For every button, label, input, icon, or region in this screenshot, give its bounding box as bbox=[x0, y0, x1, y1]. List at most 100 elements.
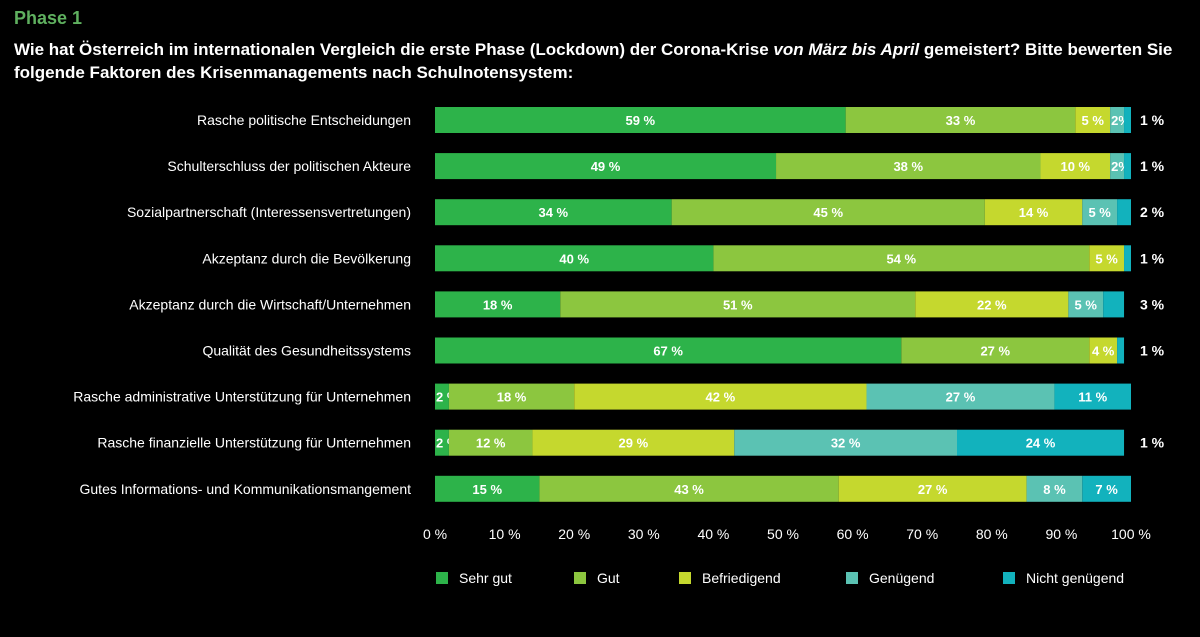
x-tick-label: 90 % bbox=[1045, 526, 1077, 542]
bar-segment bbox=[1110, 107, 1125, 133]
segment-value-label: 22 % bbox=[977, 297, 1007, 312]
segment-value-label: 18 % bbox=[483, 297, 513, 312]
bar-segment bbox=[1054, 383, 1131, 410]
legend-label: Nicht genügend bbox=[1026, 570, 1124, 586]
chart-title: Wie hat Österreich im internationalen Ve… bbox=[14, 38, 1184, 84]
bar-segment bbox=[574, 383, 867, 410]
bar-segment bbox=[901, 337, 1090, 364]
bar-segment bbox=[435, 383, 449, 410]
segment-value-label: 45 % bbox=[813, 205, 843, 220]
remainder-value-label: 1 % bbox=[1140, 112, 1165, 128]
title-italic-part: von März bis April bbox=[773, 40, 920, 59]
category-label: Rasche politische Entscheidungen bbox=[197, 112, 411, 128]
bar-segment bbox=[435, 245, 714, 272]
bar-segment bbox=[1124, 245, 1131, 272]
segment-value-label: 12 % bbox=[476, 436, 506, 451]
segment-value-label: 5 % bbox=[1095, 251, 1118, 266]
x-tick-label: 0 % bbox=[423, 526, 447, 542]
bar-segment bbox=[1110, 153, 1125, 180]
segment-value-label: 15 % bbox=[472, 482, 502, 497]
segment-value-label: 27 % bbox=[918, 482, 948, 497]
legend-label: Befriedigend bbox=[702, 570, 781, 586]
segment-value-label: 51 % bbox=[723, 297, 753, 312]
segment-value-label: 27 % bbox=[946, 390, 976, 405]
segment-value-label: 5 % bbox=[1082, 113, 1105, 128]
x-tick-label: 20 % bbox=[558, 526, 590, 542]
bar-segment bbox=[838, 475, 1027, 502]
bar-segment bbox=[435, 337, 902, 364]
segment-value-label: 27 % bbox=[980, 344, 1010, 359]
bar-segment bbox=[1082, 199, 1118, 226]
bar-segment bbox=[984, 199, 1083, 226]
bar-segment bbox=[1103, 291, 1125, 318]
segment-value-label: 24 % bbox=[1026, 436, 1056, 451]
bar-segment bbox=[734, 429, 957, 456]
category-label: Schulterschluss der politischen Akteure bbox=[167, 158, 411, 174]
segment-value-label: 14 % bbox=[1019, 205, 1049, 220]
x-tick-label: 10 % bbox=[489, 526, 521, 542]
bar-segment bbox=[435, 107, 846, 133]
segment-value-label: 42 % bbox=[706, 390, 736, 405]
segment-value-label: 38 % bbox=[893, 159, 923, 174]
bar-segment bbox=[1124, 153, 1131, 180]
title-part-1: Wie hat Österreich im internationalen Ve… bbox=[14, 40, 774, 59]
segment-value-label: 5 % bbox=[1075, 297, 1098, 312]
category-label: Rasche finanzielle Unterstützung für Unt… bbox=[97, 435, 411, 451]
segment-value-label: 54 % bbox=[886, 251, 916, 266]
bar-segment bbox=[1089, 245, 1125, 272]
x-tick-label: 50 % bbox=[767, 526, 799, 542]
segment-value-label: 34 % bbox=[538, 205, 568, 220]
bar-segment bbox=[713, 245, 1090, 272]
bar-segment bbox=[435, 429, 449, 456]
bar-segment bbox=[1089, 337, 1118, 364]
segment-value-label: 67 % bbox=[653, 344, 683, 359]
segment-value-label: 7 % bbox=[1095, 482, 1118, 497]
legend-label: Genügend bbox=[869, 570, 934, 586]
bar-segment bbox=[435, 199, 672, 226]
segment-value-label: 5 % bbox=[1088, 205, 1111, 220]
segment-value-label: 49 % bbox=[591, 159, 621, 174]
bar-segment bbox=[866, 383, 1055, 410]
category-label: Rasche administrative Unterstützung für … bbox=[73, 389, 411, 405]
legend-swatch bbox=[574, 572, 586, 584]
bar-segment bbox=[1082, 475, 1131, 502]
legend-swatch bbox=[679, 572, 691, 584]
segment-value-label: 18 % bbox=[497, 390, 527, 405]
legend-swatch bbox=[1003, 572, 1015, 584]
bar-segment bbox=[448, 429, 533, 456]
x-tick-label: 70 % bbox=[906, 526, 938, 542]
bar-segment bbox=[776, 153, 1041, 180]
bar-segment bbox=[1075, 107, 1111, 133]
x-tick-label: 100 % bbox=[1111, 526, 1151, 542]
segment-value-label: 40 % bbox=[559, 251, 589, 266]
segment-value-label: 11 % bbox=[1078, 390, 1107, 405]
bar-segment bbox=[435, 153, 777, 180]
segment-value-label: 10 % bbox=[1060, 159, 1090, 174]
segment-value-label: 59 % bbox=[625, 113, 655, 128]
bar-segment bbox=[1026, 475, 1083, 502]
x-tick-label: 30 % bbox=[628, 526, 660, 542]
x-tick-label: 60 % bbox=[837, 526, 869, 542]
bar-segment bbox=[435, 291, 561, 318]
category-label: Qualität des Gesundheitssystems bbox=[202, 343, 411, 359]
category-label: Akzeptanz durch die Wirtschaft/Unternehm… bbox=[129, 296, 411, 312]
legend-swatch bbox=[436, 572, 448, 584]
segment-value-label: 29 % bbox=[619, 436, 649, 451]
legend-label: Sehr gut bbox=[459, 570, 512, 586]
bar-segment bbox=[539, 475, 839, 502]
bar-segment bbox=[1117, 199, 1131, 226]
remainder-value-label: 1 % bbox=[1140, 343, 1165, 359]
segment-value-label: 32 % bbox=[831, 436, 861, 451]
legend-swatch bbox=[846, 572, 858, 584]
bar-segment bbox=[1068, 291, 1104, 318]
bar-segment bbox=[560, 291, 916, 318]
segment-value-label: 43 % bbox=[674, 482, 704, 497]
remainder-value-label: 1 % bbox=[1140, 435, 1165, 451]
phase-label: Phase 1 bbox=[14, 8, 83, 28]
x-tick-label: 80 % bbox=[976, 526, 1008, 542]
bar-segment bbox=[915, 291, 1069, 318]
segment-value-label: 4 % bbox=[1092, 344, 1115, 359]
segment-value-label: 33 % bbox=[946, 113, 976, 128]
bar-segment bbox=[671, 199, 985, 226]
